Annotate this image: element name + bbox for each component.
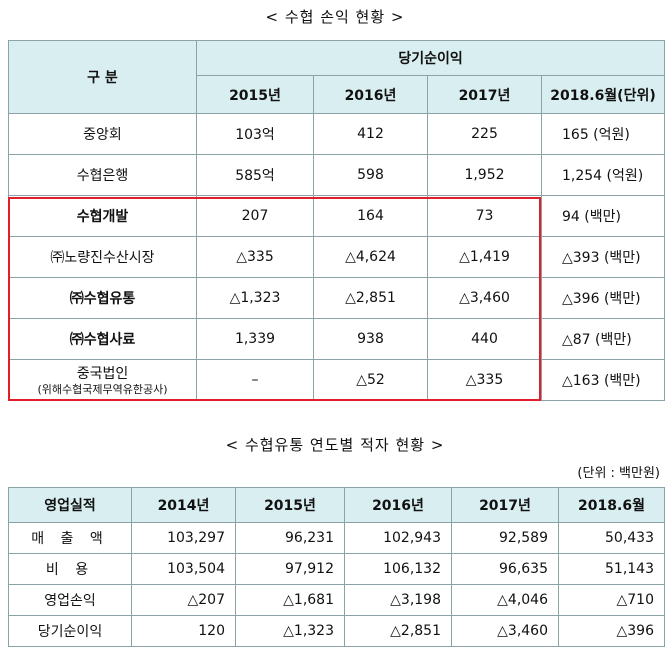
cell-2015: △335 <box>196 236 314 278</box>
table-row: 수협은행 585억 598 1,952 1,254 (억원) <box>8 154 666 196</box>
cell: 92,589 <box>451 522 559 554</box>
cell: △1,681 <box>235 584 345 616</box>
cell: △3,198 <box>344 584 452 616</box>
cell-2017: 225 <box>427 113 542 155</box>
header-cell: 2018.6월 <box>558 487 665 523</box>
row-name: 매 출 액 <box>8 522 132 554</box>
cell: △3,460 <box>451 615 559 647</box>
year-header: 2018.6월(단위) <box>540 75 666 114</box>
cell-2017: △335 <box>427 359 542 401</box>
cell-2018: △396 (백만) <box>540 277 666 319</box>
cell-2016: 412 <box>313 113 428 155</box>
cell-2015: 585억 <box>196 154 314 196</box>
table-row: 중앙회 103억 412 225 165 (억원) <box>8 113 666 155</box>
cell: 51,143 <box>558 553 665 585</box>
row-name: 중국법인 (위해수협국제무역유한공사) <box>8 359 197 401</box>
cell-2018: △87 (백만) <box>540 318 666 360</box>
cell-2018: 94 (백만) <box>540 195 666 237</box>
table-row: 당기순이익 120 △1,323 △2,851 △3,460 △396 <box>8 615 665 647</box>
cell-2016: △2,851 <box>313 277 428 319</box>
cell: 103,504 <box>131 553 236 585</box>
loss-table: 영업실적 2014년 2015년 2016년 2017년 2018.6월 매 출… <box>8 487 665 647</box>
header-cell: 2017년 <box>451 487 559 523</box>
table-row: ㈜노량진수산시장 △335 △4,624 △1,419 △393 (백만) <box>8 236 666 278</box>
cell-2015: – <box>196 359 314 401</box>
row-name-sub: (위해수협국제무역유한공사) <box>37 383 168 396</box>
cell-2015: △1,323 <box>196 277 314 319</box>
row-name: 중앙회 <box>8 113 197 155</box>
unit-label: (단위 : 백만원) <box>577 466 660 481</box>
year-header: 2016년 <box>313 75 428 114</box>
cell-2016: 164 <box>313 195 428 237</box>
cell-2018: △163 (백만) <box>540 359 666 401</box>
table2-title: < 수협유통 연도별 적자 현황 > <box>225 436 445 454</box>
row-name: 영업손익 <box>8 584 132 616</box>
cell: 50,433 <box>558 522 665 554</box>
cell: △4,046 <box>451 584 559 616</box>
row-name: ㈜노량진수산시장 <box>8 236 197 278</box>
cell: △710 <box>558 584 665 616</box>
cell: 96,231 <box>235 522 345 554</box>
year-header: 2017년 <box>427 75 542 114</box>
row-header: 구 분 <box>8 40 197 114</box>
cell-2017: △3,460 <box>427 277 542 319</box>
cell-2016: 598 <box>313 154 428 196</box>
cell-2017: 1,952 <box>427 154 542 196</box>
header-cell: 2015년 <box>235 487 345 523</box>
profit-table: 구 분 당기순이익 2015년 2016년 2017년 2018.6월(단위) … <box>8 40 666 401</box>
cell: △1,323 <box>235 615 345 647</box>
cell-2017: 73 <box>427 195 542 237</box>
cell: 102,943 <box>344 522 452 554</box>
net-income-header: 당기순이익 <box>195 40 666 76</box>
cell-2015: 1,339 <box>196 318 314 360</box>
cell: △396 <box>558 615 665 647</box>
cell: 97,912 <box>235 553 345 585</box>
table-row: 비 용 103,504 97,912 106,132 96,635 51,143 <box>8 553 665 585</box>
year-header: 2015년 <box>196 75 314 114</box>
table-row: 중국법인 (위해수협국제무역유한공사) – △52 △335 △163 (백만) <box>8 359 666 401</box>
cell-2018: 165 (억원) <box>540 113 666 155</box>
table-row: 매 출 액 103,297 96,231 102,943 92,589 50,4… <box>8 522 665 554</box>
cell-2017: 440 <box>427 318 542 360</box>
cell: △2,851 <box>344 615 452 647</box>
cell-2015: 103억 <box>196 113 314 155</box>
cell-2016: △4,624 <box>313 236 428 278</box>
cell-2018: △393 (백만) <box>540 236 666 278</box>
row-name: ㈜수협유통 <box>8 277 197 319</box>
row-name-main: 중국법인 <box>76 366 129 382</box>
table-row: ㈜수협유통 △1,323 △2,851 △3,460 △396 (백만) <box>8 277 666 319</box>
row-name: ㈜수협사료 <box>8 318 197 360</box>
row-name: 비 용 <box>8 553 132 585</box>
cell: △207 <box>131 584 236 616</box>
row-name: 수협은행 <box>8 154 197 196</box>
table-row: 수협개발 207 164 73 94 (백만) <box>8 195 666 237</box>
cell: 106,132 <box>344 553 452 585</box>
cell-2017: △1,419 <box>427 236 542 278</box>
cell: 96,635 <box>451 553 559 585</box>
header-cell: 2016년 <box>344 487 452 523</box>
cell-2016: 938 <box>313 318 428 360</box>
cell-2016: △52 <box>313 359 428 401</box>
cell-2015: 207 <box>196 195 314 237</box>
cell: 120 <box>131 615 236 647</box>
row-name: 당기순이익 <box>8 615 132 647</box>
table-row: ㈜수협사료 1,339 938 440 △87 (백만) <box>8 318 666 360</box>
table-row: 영업손익 △207 △1,681 △3,198 △4,046 △710 <box>8 584 665 616</box>
header-cell: 영업실적 <box>8 487 132 523</box>
row-name: 수협개발 <box>8 195 197 237</box>
cell-2018: 1,254 (억원) <box>540 154 666 196</box>
table1-title: < 수협 손익 현황 > <box>265 8 405 26</box>
cell: 103,297 <box>131 522 236 554</box>
header-cell: 2014년 <box>131 487 236 523</box>
